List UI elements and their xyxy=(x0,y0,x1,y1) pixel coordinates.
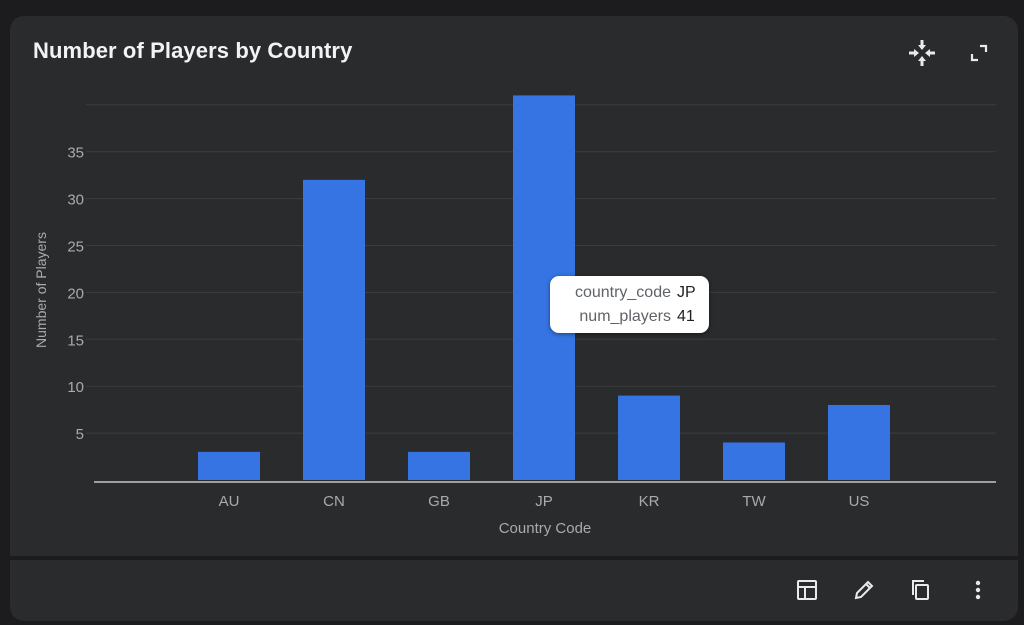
tooltip-key: country_code xyxy=(574,284,671,301)
x-tick-label: KR xyxy=(639,493,660,510)
y-tick-label: 25 xyxy=(67,239,84,256)
x-tick-label: US xyxy=(849,493,870,510)
x-tick-label: CN xyxy=(323,493,345,510)
bar-gb[interactable] xyxy=(408,451,470,480)
bar-kr[interactable] xyxy=(618,395,680,480)
bar-tooltip: country_code JP num_players 41 xyxy=(550,276,709,333)
tooltip-value: 41 xyxy=(677,308,695,325)
bars xyxy=(198,95,890,481)
chart-title: Number of Players by Country xyxy=(33,38,353,63)
bar-chart: 5 10 15 20 25 30 35 AU CN GB JP KR TW US Country Cod… xyxy=(33,95,996,537)
table-icon[interactable] xyxy=(791,574,823,606)
y-tick-label: 20 xyxy=(67,285,84,302)
x-tick-label: TW xyxy=(742,493,766,510)
y-axis-title: Number of Players xyxy=(33,232,49,348)
y-tick-label: 5 xyxy=(76,426,84,443)
x-tick-label: JP xyxy=(535,493,553,510)
edit-pencil-icon[interactable] xyxy=(848,574,880,606)
y-tick-label: 30 xyxy=(67,192,84,209)
bar-cn[interactable] xyxy=(303,179,365,480)
x-tick-label: GB xyxy=(428,493,450,510)
card-footer xyxy=(10,560,1018,621)
y-tick-label: 15 xyxy=(67,332,84,349)
tooltip-value: JP xyxy=(677,284,696,301)
tooltip-row-players: num_players 41 xyxy=(550,305,709,329)
x-axis-title: Country Code xyxy=(499,520,592,537)
bar-au[interactable] xyxy=(198,451,260,480)
tooltip-row-country: country_code JP xyxy=(550,281,709,305)
copy-icon[interactable] xyxy=(904,574,936,606)
focus-icon[interactable] xyxy=(907,38,937,68)
x-axis-labels: AU CN GB JP KR TW US xyxy=(219,493,870,510)
tooltip-key: num_players xyxy=(579,308,671,325)
more-vert-icon[interactable] xyxy=(962,574,994,606)
bar-tw[interactable] xyxy=(723,442,785,480)
y-tick-label: 10 xyxy=(67,379,84,396)
y-tick-label: 35 xyxy=(67,145,84,162)
x-tick-label: AU xyxy=(219,493,240,510)
fullscreen-icon[interactable] xyxy=(964,38,994,68)
bar-us[interactable] xyxy=(828,404,890,480)
y-axis-ticks: 5 10 15 20 25 30 35 xyxy=(67,145,84,443)
